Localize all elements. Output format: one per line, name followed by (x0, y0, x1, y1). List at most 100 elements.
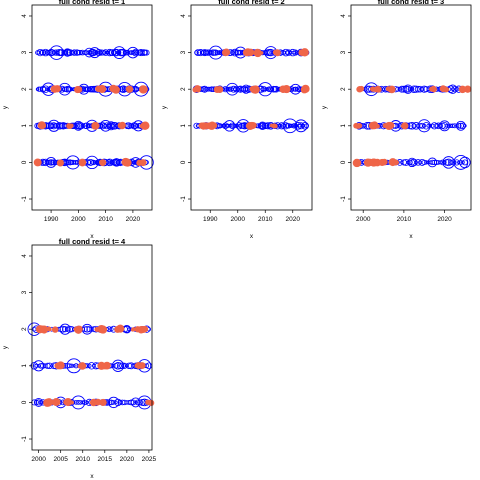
neg-residual-point (301, 87, 306, 92)
neg-residual-point (50, 85, 59, 93)
pos-residual-point (397, 86, 403, 92)
pos-residual-point (450, 123, 455, 129)
pos-residual-point (55, 122, 64, 130)
x-tick-label: 2020 (126, 216, 141, 223)
neg-residual-point (273, 49, 281, 57)
pos-residual-point (59, 323, 71, 335)
y-tick-label: 1 (21, 124, 28, 128)
row-y0 (33, 155, 154, 170)
neg-residual-point (222, 48, 231, 56)
pos-residual-point (90, 159, 97, 166)
y-tick-label: 3 (340, 50, 347, 54)
pos-residual-point (67, 363, 72, 369)
pos-residual-point (62, 326, 69, 333)
pos-residual-point (111, 359, 125, 372)
x-axis-label: x (90, 473, 94, 480)
pos-residual-point (444, 158, 453, 167)
neg-residual-point (93, 124, 98, 129)
pos-residual-point (116, 362, 124, 370)
neg-residual-point (382, 123, 388, 129)
pos-residual-point (407, 87, 412, 92)
x-axis-label: x (409, 233, 413, 240)
pos-residual-point (64, 49, 71, 57)
x-axis: 1990 2000 2010 2020 x (44, 210, 141, 240)
x-axis-label: x (90, 233, 94, 240)
pos-residual-point (292, 86, 299, 92)
pos-residual-point (285, 123, 292, 129)
points (33, 45, 154, 170)
neg-residual-point (70, 400, 74, 405)
panel-title: full cond resid t= 4 (59, 237, 126, 246)
pos-residual-point (228, 86, 234, 92)
pos-residual-point (233, 85, 240, 93)
pos-residual-point (44, 362, 51, 369)
neg-residual-point (78, 362, 85, 369)
row-y1 (193, 118, 309, 134)
y-tick-label: 3 (21, 290, 28, 294)
panel-title: full cond resid t= 2 (218, 0, 284, 6)
x-tick-label: 2010 (98, 216, 113, 223)
pos-residual-point (46, 362, 53, 370)
neg-residual-point (353, 158, 362, 167)
pos-residual-point (459, 156, 471, 169)
points (192, 45, 310, 134)
row-y3 (35, 45, 150, 60)
pos-residual-point (35, 399, 42, 406)
y-tick-label: 4 (21, 254, 28, 258)
pos-residual-point (444, 124, 449, 128)
pos-residual-point (418, 159, 426, 166)
pos-residual-point (282, 118, 298, 134)
pos-residual-point (417, 119, 431, 133)
neg-residual-point (94, 327, 100, 333)
plot-frame (190, 4, 313, 211)
neg-residual-point (118, 327, 123, 332)
row-y2 (356, 82, 472, 97)
row-y3 (194, 45, 310, 60)
neg-residual-point (79, 159, 86, 166)
pos-residual-point (127, 362, 135, 370)
pos-residual-point (453, 154, 469, 170)
y-axis-label: y (161, 105, 168, 109)
pos-residual-point (33, 360, 45, 372)
panel-2: full cond resid t= 2 1990 2000 2010 2020 x -1 0… (161, 0, 313, 240)
pos-residual-point (289, 48, 297, 57)
row-y2 (192, 82, 310, 97)
neg-residual-point (253, 48, 262, 57)
neg-residual-point (358, 85, 365, 92)
neg-residual-point (126, 86, 131, 92)
pos-residual-point (414, 159, 422, 166)
panel-3: full cond resid t= 3 2000 2010 2020 x -1 0 1 2 3 4… (321, 0, 472, 240)
neg-residual-point (99, 325, 108, 334)
neg-residual-point (46, 326, 52, 332)
row-y2 (35, 81, 150, 97)
pos-residual-point (111, 400, 116, 405)
y-tick-label: 3 (21, 50, 28, 54)
y-axis-label: y (2, 105, 9, 109)
y-tick-label: 3 (180, 50, 187, 54)
pos-residual-point (439, 120, 451, 132)
y-axis: -1 0 1 2 3 4 y (2, 254, 32, 442)
x-axis: 2000 2005 2010 2015 2020 2025 x (31, 450, 157, 480)
pos-residual-point (294, 119, 308, 133)
y-tick-label: 2 (340, 87, 347, 91)
pos-residual-point (112, 158, 121, 167)
x-tick-label: 2010 (397, 216, 412, 223)
y-tick-label: 1 (21, 364, 28, 368)
neg-residual-point (246, 49, 251, 55)
neg-residual-point (400, 123, 406, 129)
pos-residual-point (258, 121, 267, 130)
pos-residual-point (128, 399, 135, 406)
pos-residual-point (302, 124, 306, 128)
neg-residual-point (193, 85, 202, 93)
pos-residual-point (130, 397, 141, 408)
y-axis: -1 0 1 2 3 4 y (161, 14, 191, 202)
x-tick-label: 2020 (286, 216, 301, 223)
neg-residual-point (387, 86, 394, 93)
panel-title: full cond resid t= 1 (59, 0, 125, 6)
x-tick-label: 2020 (120, 456, 135, 463)
plot-frame (31, 4, 153, 211)
pos-residual-point (72, 364, 76, 368)
pos-residual-point (69, 50, 74, 55)
pos-residual-point (403, 84, 413, 94)
y-tick-label: 4 (340, 14, 347, 18)
